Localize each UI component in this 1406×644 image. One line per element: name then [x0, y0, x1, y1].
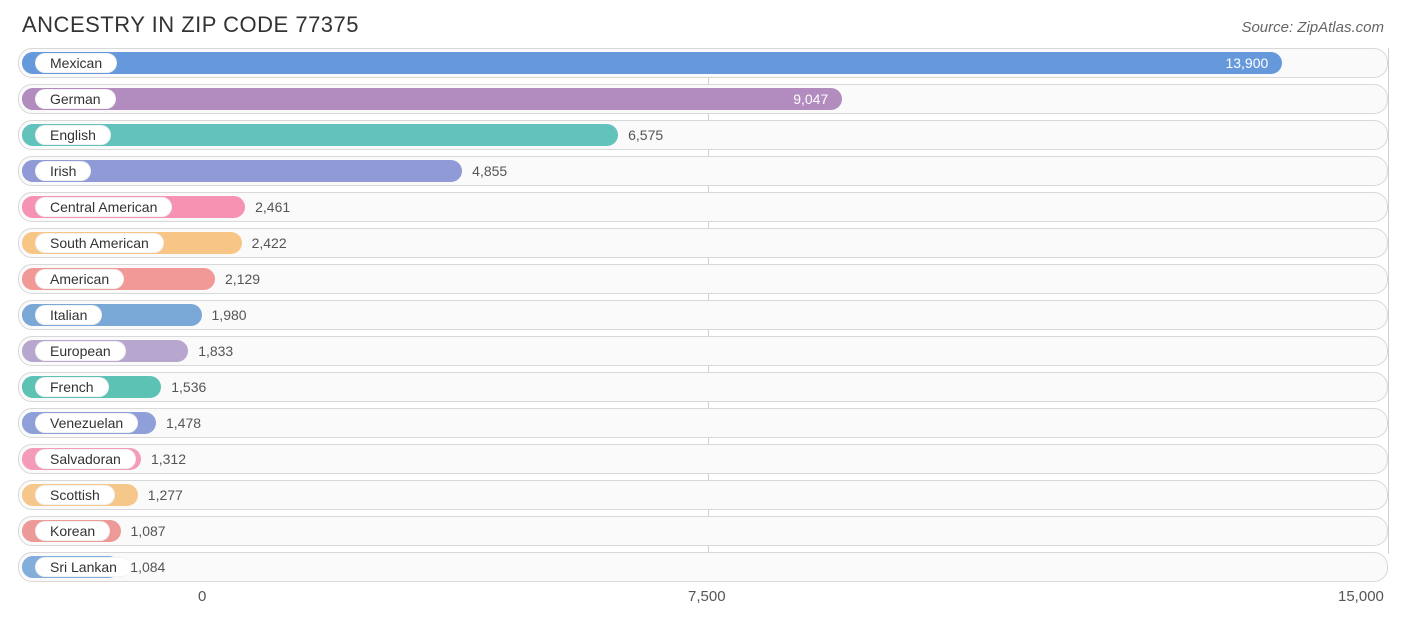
- bar-row: English 6,575: [18, 120, 1388, 150]
- chart-source: Source: ZipAtlas.com: [1241, 19, 1384, 36]
- bar-value: 1,277: [148, 481, 183, 509]
- bar-row: Venezuelan 1,478: [18, 408, 1388, 438]
- category-label: Venezuelan: [35, 413, 138, 433]
- bar-value: 1,087: [131, 517, 166, 545]
- bar-row: Salvadoran 1,312: [18, 444, 1388, 474]
- category-label: South American: [35, 233, 164, 253]
- bar: [22, 52, 1282, 74]
- x-tick: 7,500: [688, 588, 726, 605]
- bar-value: 9,047: [793, 85, 828, 113]
- bar: [22, 88, 842, 110]
- category-label: Irish: [35, 161, 91, 181]
- x-tick: 0: [198, 588, 206, 605]
- bar-value: 6,575: [628, 121, 663, 149]
- bar-row: European 1,833: [18, 336, 1388, 366]
- bar-row: American 2,129: [18, 264, 1388, 294]
- bar-value: 2,129: [225, 265, 260, 293]
- bar-value: 2,461: [255, 193, 290, 221]
- bar: [22, 124, 618, 146]
- ancestry-bar-chart: Mexican 13,900 German 9,047 English 6,575 Iris…: [18, 48, 1388, 612]
- category-label: European: [35, 341, 126, 361]
- category-label: Italian: [35, 305, 102, 325]
- category-label: French: [35, 377, 109, 397]
- category-label: Salvadoran: [35, 449, 136, 469]
- bar-row: Scottish 1,277: [18, 480, 1388, 510]
- bar-row: Italian 1,980: [18, 300, 1388, 330]
- bar-value: 1,084: [130, 553, 165, 581]
- bar-row: Sri Lankan1,084: [18, 552, 1388, 582]
- bar-row: Mexican 13,900: [18, 48, 1388, 78]
- category-label: Korean: [35, 521, 110, 541]
- bar-row: Irish 4,855: [18, 156, 1388, 186]
- x-tick: 15,000: [1338, 588, 1384, 605]
- bar-value: 1,980: [212, 301, 247, 329]
- bar-row: Central American 2,461: [18, 192, 1388, 222]
- category-label: Mexican: [35, 53, 117, 73]
- chart-title: ANCESTRY IN ZIP CODE 77375: [22, 12, 359, 38]
- bar-row: French 1,536: [18, 372, 1388, 402]
- category-label: Sri Lankan: [35, 557, 132, 577]
- bar-value: 2,422: [252, 229, 287, 257]
- bar-value: 1,833: [198, 337, 233, 365]
- category-label: Central American: [35, 197, 172, 217]
- bar-row: German 9,047: [18, 84, 1388, 114]
- gridline: [1388, 48, 1389, 554]
- bar-value: 1,312: [151, 445, 186, 473]
- bar-row: South American 2,422: [18, 228, 1388, 258]
- bar-value: 1,536: [171, 373, 206, 401]
- category-label: American: [35, 269, 124, 289]
- category-label: Scottish: [35, 485, 115, 505]
- x-axis: 0 7,500 15,000: [18, 588, 1388, 612]
- bar-row: Korean 1,087: [18, 516, 1388, 546]
- category-label: English: [35, 125, 111, 145]
- category-label: German: [35, 89, 116, 109]
- bar-value: 4,855: [472, 157, 507, 185]
- bar-value: 13,900: [1225, 49, 1268, 77]
- bar-value: 1,478: [166, 409, 201, 437]
